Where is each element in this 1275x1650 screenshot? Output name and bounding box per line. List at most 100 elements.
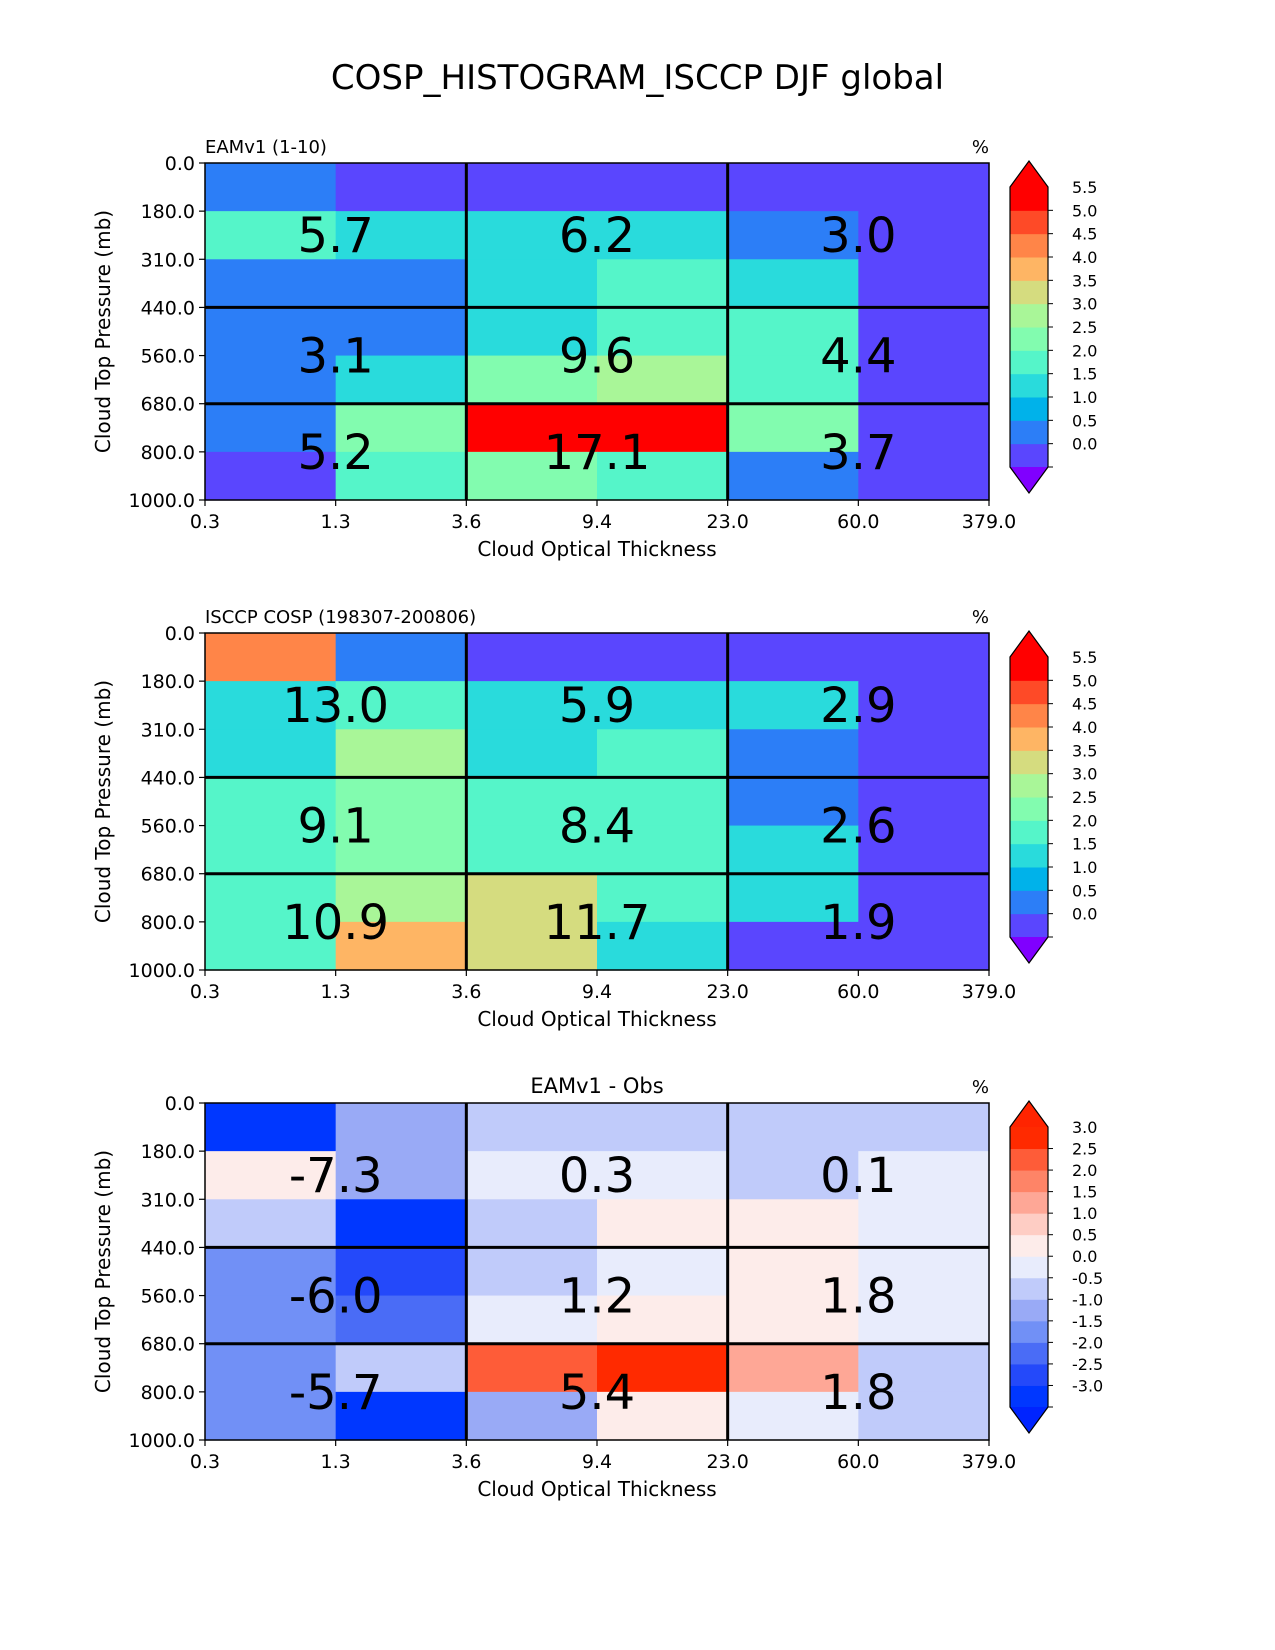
heatmap-cell [597, 451, 729, 501]
heatmap-cell [335, 259, 467, 309]
heatmap-cells [205, 163, 990, 501]
y-tick-label: 0.0 [165, 1093, 195, 1115]
heatmap-cell [597, 633, 729, 682]
x-tick-label: 9.4 [582, 511, 612, 533]
x-axis-label: Cloud Optical Thickness [477, 537, 716, 561]
heatmap-cell [466, 451, 598, 501]
heatmap-cell [727, 1343, 859, 1393]
colorbar-segment [1010, 187, 1048, 211]
colorbar-segment [1010, 1277, 1048, 1300]
colorbar-segment [1010, 373, 1048, 398]
heatmap-cell [335, 403, 467, 453]
heatmap-cell [597, 1343, 729, 1393]
group-value-label: 3.1 [297, 329, 373, 385]
heatmap-cell [205, 1295, 337, 1345]
colorbar-segment [1010, 890, 1048, 915]
heatmap-cell [466, 1391, 598, 1441]
heatmap-cell [858, 307, 990, 357]
heatmap-cell [205, 681, 337, 730]
y-tick-label: 180.0 [141, 201, 195, 223]
heatmap-cell [597, 259, 729, 309]
colorbar-tick-label: 0.0 [1072, 1247, 1097, 1266]
colorbar-tick-label: 0.5 [1072, 1226, 1097, 1245]
group-value-label: 5.4 [559, 1365, 635, 1421]
x-tick-label: 0.3 [190, 981, 220, 1003]
heatmap-cell [597, 307, 729, 357]
group-value-label: 17.1 [544, 425, 651, 481]
y-tick-label: 440.0 [141, 1237, 195, 1259]
colorbar-tick-label: -0.5 [1072, 1269, 1103, 1288]
colorbar-tick-label: 4.5 [1072, 695, 1097, 714]
colorbar: -3.0 -2.5 -2.0 -1.5 -1.0 -0.5 0.0 0.5 1.0 1.5 2.0 2… [1009, 1099, 1103, 1435]
group-value-label: -5.7 [289, 1365, 383, 1421]
colorbar-tick-label: 1.0 [1072, 1204, 1097, 1223]
colorbar-tick-label: 4.5 [1072, 225, 1097, 244]
colorbar-segment [1010, 1256, 1048, 1279]
heatmap-cell [597, 1199, 729, 1249]
colorbar-tick-label: 2.5 [1072, 1140, 1097, 1159]
x-tick-label: 3.6 [451, 511, 481, 533]
colorbar-segment [1010, 303, 1048, 328]
colorbar-segment [1010, 703, 1048, 728]
units-label: % [972, 1077, 989, 1098]
colorbar-tick-label: 1.0 [1072, 858, 1097, 877]
heatmap-cell [727, 921, 859, 971]
colorbar-tick-label: 4.0 [1072, 718, 1097, 737]
heatmap-cell [727, 1199, 859, 1249]
heatmap-cell [335, 825, 467, 875]
colorbar-segment [1010, 1191, 1048, 1214]
heatmap-cell [727, 451, 859, 501]
group-value-label: 0.3 [559, 1148, 635, 1204]
heatmap-cell [335, 1295, 467, 1345]
heatmap-cell [727, 211, 859, 260]
x-tick-label: 23.0 [707, 981, 749, 1003]
colorbar-segment [1010, 1213, 1048, 1236]
heatmap-cell [335, 777, 467, 827]
heatmap-cell [858, 403, 990, 453]
colorbar-tick-label: 3.0 [1072, 765, 1097, 784]
heatmap-cell [858, 1247, 990, 1297]
heatmap-cell [466, 1295, 598, 1345]
group-value-label: 3.7 [820, 425, 896, 481]
colorbar-segment [1010, 327, 1048, 351]
heatmap-cell [597, 681, 729, 730]
heatmap-cell [466, 1199, 598, 1249]
colorbar-segment [1010, 773, 1048, 798]
heatmap-cell [858, 1103, 990, 1152]
y-tick-label: 800.0 [141, 442, 195, 464]
colorbar-tick-label: -3.0 [1072, 1376, 1103, 1395]
x-tick-label: 23.0 [707, 1451, 749, 1473]
heatmap-cell [597, 1391, 729, 1441]
heatmap-cell [205, 777, 337, 827]
panel-diff: -7.3 0.3 0.1 -6.0 1.2 1.8 -5.7 5.4 1.8 0.3 1.3 3.6 9… [91, 1074, 1103, 1501]
heatmap-cell [858, 1391, 990, 1441]
colorbar-tick-label: 5.5 [1072, 178, 1097, 197]
heatmap-cell [858, 681, 990, 730]
group-value-label: 1.9 [820, 895, 896, 951]
colorbar-segment [1010, 350, 1048, 375]
y-tick-label: 800.0 [141, 1382, 195, 1404]
y-tick-label: 560.0 [141, 1286, 195, 1308]
colorbar-tick-label: 0.0 [1072, 905, 1097, 924]
heatmap-cell [727, 307, 859, 357]
y-tick-label: 800.0 [141, 912, 195, 934]
heatmap-cell [727, 163, 859, 212]
heatmap-cell [205, 163, 337, 212]
heatmap-cell [597, 729, 729, 779]
x-tick-label: 379.0 [962, 1451, 1016, 1473]
heatmap-cell [335, 307, 467, 357]
colorbar-segment [1010, 257, 1048, 281]
heatmap-cells [205, 633, 990, 971]
group-value-label: 9.6 [559, 329, 635, 385]
heatmap-cell [597, 1151, 729, 1200]
heatmap-cell [335, 1103, 467, 1152]
colorbar-segment [1010, 1320, 1048, 1343]
colorbar-segment [1010, 727, 1048, 751]
colorbar-segment [1010, 233, 1048, 258]
heatmap-cell [727, 1151, 859, 1200]
heatmap-cell [466, 163, 598, 212]
heatmap-cell [335, 1199, 467, 1249]
colorbar-segment [1010, 843, 1048, 868]
heatmap-cell [335, 681, 467, 730]
colorbar-segment [1010, 1148, 1048, 1171]
